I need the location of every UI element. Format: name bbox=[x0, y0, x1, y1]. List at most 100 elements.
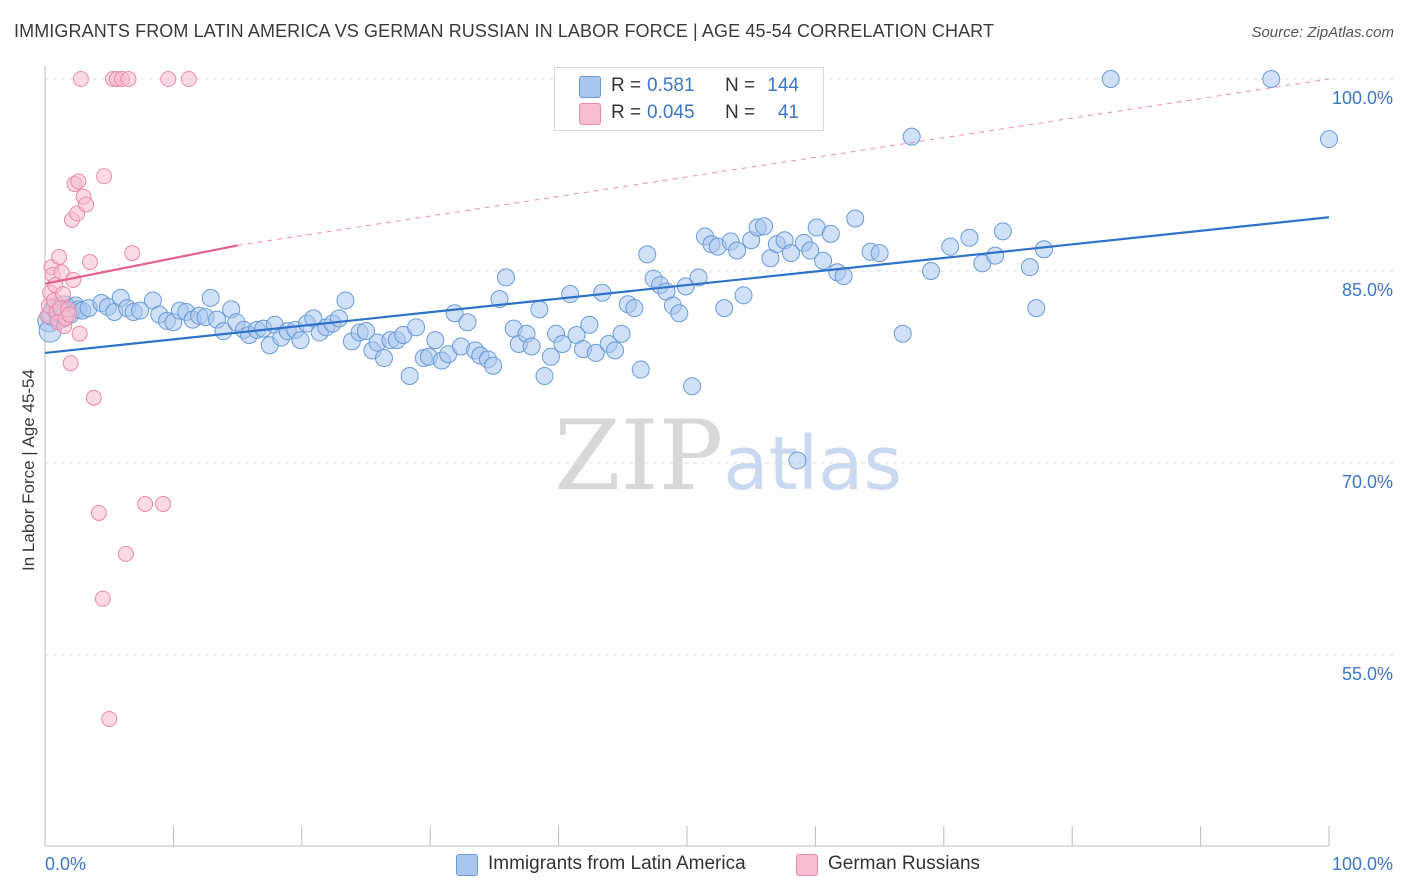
x-tick-label: 100.0% bbox=[1332, 854, 1393, 874]
point-german-russians bbox=[61, 306, 78, 323]
y-tick-label: 70.0% bbox=[1342, 472, 1393, 492]
y-tick-label: 55.0% bbox=[1342, 664, 1393, 684]
point-latin-america bbox=[846, 209, 865, 228]
point-latin-america bbox=[580, 315, 599, 334]
source-label: Source: ZipAtlas.com bbox=[1251, 24, 1394, 41]
stats-row-blue: R = 0.581 N = 144 bbox=[555, 72, 823, 100]
point-latin-america bbox=[530, 300, 549, 319]
point-latin-america bbox=[336, 291, 355, 310]
point-latin-america bbox=[1034, 240, 1053, 259]
point-latin-america bbox=[1262, 70, 1281, 88]
n-label: N = bbox=[725, 102, 756, 123]
point-latin-america bbox=[689, 268, 708, 287]
point-german-russians bbox=[160, 71, 177, 87]
point-german-russians bbox=[51, 248, 68, 265]
n-value: 41 bbox=[777, 102, 799, 123]
y-tick-label: 85.0% bbox=[1342, 280, 1393, 300]
y-tick-label: 100.0% bbox=[1332, 88, 1393, 108]
point-latin-america bbox=[821, 224, 840, 243]
point-german-russians bbox=[62, 355, 79, 372]
watermark: ZIPatlas bbox=[554, 400, 902, 512]
trendline-latin-america bbox=[44, 216, 1330, 355]
legend-label: Immigrants from Latin America bbox=[488, 853, 746, 874]
point-german-russians bbox=[101, 711, 118, 727]
point-latin-america bbox=[201, 288, 220, 307]
r-value: 0.045 bbox=[647, 102, 695, 123]
point-latin-america bbox=[1020, 258, 1039, 277]
point-latin-america bbox=[1101, 70, 1120, 88]
point-latin-america bbox=[734, 286, 753, 305]
point-german-russians bbox=[81, 254, 98, 271]
point-latin-america bbox=[496, 268, 515, 287]
point-latin-america bbox=[535, 366, 554, 385]
point-latin-america bbox=[788, 451, 807, 470]
point-latin-america bbox=[986, 246, 1005, 265]
legend-label: German Russians bbox=[828, 853, 981, 874]
point-latin-america bbox=[484, 356, 503, 375]
point-latin-america bbox=[407, 318, 426, 337]
point-latin-america bbox=[801, 241, 820, 260]
point-german-russians bbox=[96, 168, 113, 185]
point-latin-america bbox=[960, 228, 979, 247]
point-latin-america bbox=[782, 244, 801, 263]
point-latin-america bbox=[553, 334, 572, 353]
point-latin-america bbox=[400, 366, 419, 385]
point-latin-america bbox=[870, 244, 889, 263]
point-german-russians bbox=[54, 286, 71, 303]
point-latin-america bbox=[755, 217, 774, 236]
point-latin-america bbox=[458, 313, 477, 332]
x-tick-label: 0.0% bbox=[45, 854, 86, 874]
point-german-russians bbox=[155, 495, 172, 512]
pink-swatch bbox=[796, 854, 818, 876]
r-label: R = bbox=[611, 75, 642, 96]
point-latin-america bbox=[1320, 130, 1338, 149]
point-latin-america bbox=[541, 347, 560, 366]
point-latin-america bbox=[902, 127, 921, 146]
point-latin-america bbox=[522, 337, 541, 356]
point-german-russians bbox=[78, 196, 95, 213]
n-label: N = bbox=[725, 75, 756, 96]
point-german-russians bbox=[71, 325, 88, 342]
stats-row-pink: R = 0.045 N = 41 bbox=[555, 99, 823, 127]
stats-legend: R = 0.581 N = 144 R = 0.045 N = 41 bbox=[554, 67, 824, 131]
point-latin-america bbox=[993, 222, 1012, 241]
point-latin-america bbox=[683, 377, 702, 396]
point-german-russians bbox=[70, 173, 87, 190]
trendline-extension-german-russians bbox=[237, 78, 1330, 246]
point-latin-america bbox=[631, 360, 650, 379]
point-german-russians bbox=[180, 71, 197, 87]
blue-swatch bbox=[579, 76, 601, 98]
point-latin-america bbox=[921, 262, 940, 280]
pink-swatch bbox=[579, 103, 601, 125]
point-german-russians bbox=[85, 389, 102, 406]
point-latin-america bbox=[638, 245, 657, 264]
point-latin-america bbox=[941, 237, 960, 256]
r-value: 0.581 bbox=[647, 75, 695, 96]
watermark-zip: ZIP bbox=[554, 400, 724, 512]
point-german-russians bbox=[94, 590, 111, 607]
point-latin-america bbox=[131, 301, 150, 320]
point-latin-america bbox=[586, 343, 605, 362]
point-german-russians bbox=[120, 71, 137, 87]
point-german-russians bbox=[124, 245, 141, 262]
point-latin-america bbox=[893, 324, 912, 343]
point-latin-america bbox=[426, 331, 445, 350]
trendline-german-russians bbox=[44, 244, 238, 285]
point-latin-america bbox=[374, 349, 393, 368]
point-german-russians bbox=[72, 71, 89, 87]
watermark-atlas: atlas bbox=[723, 421, 903, 507]
n-value: 144 bbox=[767, 75, 799, 96]
point-latin-america bbox=[670, 304, 689, 323]
point-latin-america bbox=[625, 299, 644, 318]
point-latin-america bbox=[291, 331, 310, 350]
point-latin-america bbox=[715, 299, 734, 318]
series-legend: Immigrants from Latin America German Rus… bbox=[0, 852, 1406, 878]
point-latin-america bbox=[728, 241, 747, 260]
r-label: R = bbox=[611, 102, 642, 123]
chart-title: IMMIGRANTS FROM LATIN AMERICA VS GERMAN … bbox=[14, 21, 995, 41]
point-german-russians bbox=[117, 545, 134, 562]
point-german-russians bbox=[90, 504, 107, 521]
point-latin-america bbox=[1027, 299, 1046, 318]
point-latin-america bbox=[612, 324, 631, 343]
point-latin-america bbox=[561, 285, 580, 304]
